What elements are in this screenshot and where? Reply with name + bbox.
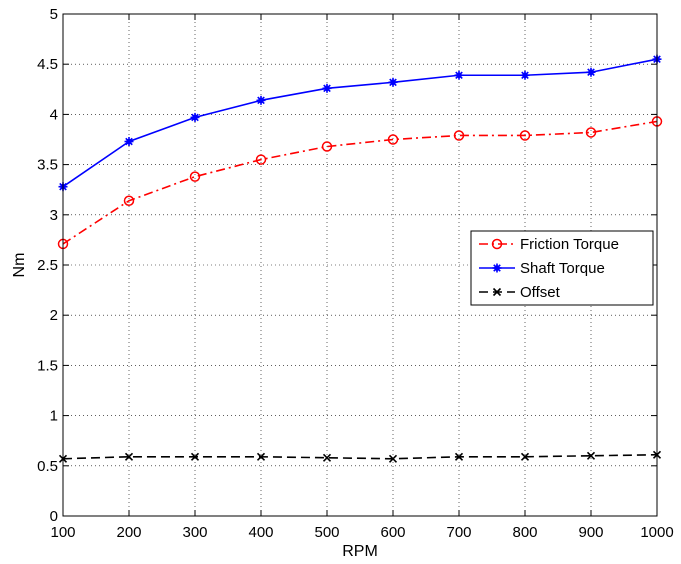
y-tick-label: 0.5 — [37, 458, 58, 475]
x-tick-label: 200 — [116, 524, 141, 541]
y-tick-label: 1.5 — [37, 357, 58, 374]
data-point-shaft-torque-core — [192, 114, 198, 121]
data-point-shaft-torque-core — [588, 69, 594, 76]
data-point-shaft-torque — [256, 95, 266, 105]
legend-label-friction-torque: Friction Torque — [520, 236, 619, 253]
data-point-shaft-torque — [520, 70, 530, 80]
legend: Friction Torque Shaft Torque Offset — [470, 230, 654, 306]
data-point-friction-torque — [321, 141, 333, 152]
y-tick-label: 3.5 — [37, 157, 58, 174]
x-tick-label: 100 — [50, 524, 75, 541]
data-point-offset — [520, 452, 530, 461]
x-tick-label: 900 — [578, 524, 603, 541]
x-tick-label: 800 — [512, 524, 537, 541]
grid — [63, 14, 657, 516]
y-tick-label: 2 — [50, 307, 58, 324]
legend-marker-offset — [492, 287, 502, 297]
data-point-offset — [586, 451, 596, 460]
y-tick-label: 3 — [50, 207, 58, 224]
x-tick-label: 600 — [380, 524, 405, 541]
data-point-shaft-torque — [454, 70, 464, 80]
x-tick-label: 400 — [248, 524, 273, 541]
data-point-friction-torque — [387, 134, 399, 145]
y-tick-label: 4.5 — [37, 56, 58, 73]
series-line-offset — [62, 453, 658, 460]
data-point-offset — [190, 452, 200, 461]
x-tick-label: 300 — [182, 524, 207, 541]
y-tick-label: 1 — [50, 408, 58, 425]
data-point-offset — [322, 453, 332, 462]
data-point-offset — [454, 452, 464, 461]
data-point-friction-torque — [123, 195, 135, 206]
data-point-shaft-torque-core — [456, 72, 462, 79]
legend-label-shaft-torque: Shaft Torque — [520, 260, 605, 277]
y-axis-label: Nm — [11, 253, 28, 278]
y-tick-label: 4 — [50, 106, 58, 123]
legend-label-offset: Offset — [520, 284, 561, 301]
legend-marker-friction-torque — [491, 238, 503, 250]
legend-marker-shaft-torque — [492, 263, 502, 273]
y-tick-label: 2.5 — [37, 257, 58, 274]
data-point-shaft-torque — [190, 112, 200, 122]
data-point-friction-torque — [453, 130, 465, 141]
data-point-offset — [124, 452, 134, 461]
data-point-shaft-torque — [586, 67, 596, 77]
data-point-shaft-torque — [388, 77, 398, 87]
data-point-friction-torque — [519, 130, 531, 141]
data-point-friction-torque — [585, 127, 597, 138]
series-line-friction-torque — [62, 120, 658, 245]
data-point-shaft-torque — [322, 83, 332, 93]
x-tick-label: 1000 — [640, 524, 673, 541]
data-point-offset — [256, 452, 266, 461]
data-point-friction-torque — [189, 171, 201, 182]
x-tick-label: 700 — [446, 524, 471, 541]
series-line-shaft-torque — [62, 58, 658, 188]
data-point-shaft-torque-core — [258, 97, 264, 104]
y-tick-label: 0 — [50, 508, 58, 525]
x-axis-label: RPM — [342, 543, 378, 560]
axis-ticks: 0 0.5 1 1.5 2 2.5 3 3.5 4 4.5 5 100 200 300 400 500 600 7… — [37, 6, 674, 541]
legend-marker-shaft-torque-core — [494, 265, 500, 271]
data-point-shaft-torque-core — [126, 138, 132, 145]
data-point-offset — [388, 454, 398, 463]
data-point-shaft-torque — [124, 137, 134, 147]
x-tick-label: 500 — [314, 524, 339, 541]
data-point-shaft-torque-core — [390, 79, 396, 86]
data-point-shaft-torque-core — [324, 85, 330, 92]
data-point-friction-torque — [255, 154, 267, 165]
data-point-shaft-torque-core — [522, 72, 528, 79]
y-tick-label: 5 — [50, 6, 58, 23]
